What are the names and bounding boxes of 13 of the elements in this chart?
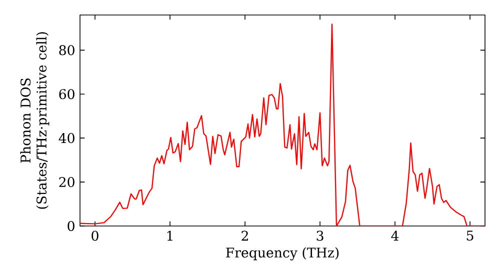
y-tick-label: 20 <box>59 176 74 188</box>
x-tick-label: 3 <box>316 230 324 241</box>
x-tick-label: 1 <box>167 230 172 241</box>
y-tick-label: 80 <box>59 45 74 56</box>
x-tick-label: 4 <box>391 230 399 241</box>
y-tick-label: 0 <box>68 220 74 232</box>
y-tick-label: 60 <box>59 89 74 100</box>
y-axis-title: Phonon DOS (States/THz·primitive cell) <box>20 32 50 209</box>
x-tick-label: 5 <box>466 230 474 241</box>
x-tick-label: 2 <box>242 230 248 241</box>
x-tick-label: 0 <box>92 230 98 241</box>
x-axis-title: Frequency (THz) <box>226 247 339 260</box>
y-tick-label: 40 <box>58 133 74 144</box>
